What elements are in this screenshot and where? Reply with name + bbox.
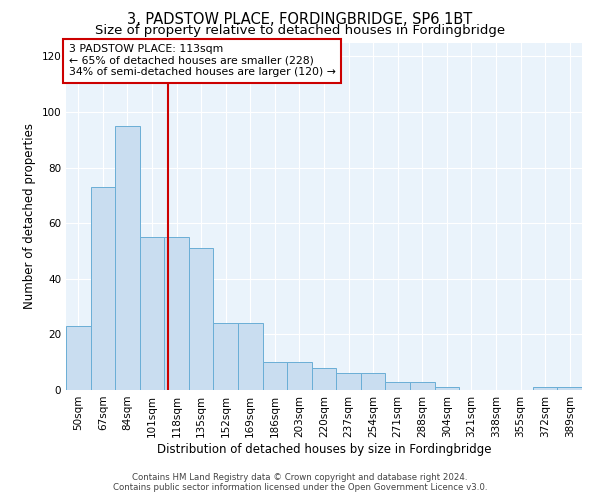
Bar xyxy=(238,324,263,390)
Bar xyxy=(385,382,410,390)
Bar xyxy=(312,368,336,390)
Bar xyxy=(361,374,385,390)
Bar xyxy=(410,382,434,390)
Bar xyxy=(66,326,91,390)
Text: 3 PADSTOW PLACE: 113sqm
← 65% of detached houses are smaller (228)
34% of semi-d: 3 PADSTOW PLACE: 113sqm ← 65% of detache… xyxy=(68,44,335,78)
Bar xyxy=(189,248,214,390)
Bar xyxy=(115,126,140,390)
Bar xyxy=(336,374,361,390)
Bar xyxy=(140,237,164,390)
Bar xyxy=(164,237,189,390)
Bar xyxy=(287,362,312,390)
Bar xyxy=(263,362,287,390)
Text: Size of property relative to detached houses in Fordingbridge: Size of property relative to detached ho… xyxy=(95,24,505,37)
Y-axis label: Number of detached properties: Number of detached properties xyxy=(23,123,36,309)
Text: Contains HM Land Registry data © Crown copyright and database right 2024.
Contai: Contains HM Land Registry data © Crown c… xyxy=(113,473,487,492)
Bar xyxy=(557,387,582,390)
Bar xyxy=(533,387,557,390)
Bar xyxy=(91,187,115,390)
X-axis label: Distribution of detached houses by size in Fordingbridge: Distribution of detached houses by size … xyxy=(157,442,491,456)
Bar xyxy=(214,324,238,390)
Bar xyxy=(434,387,459,390)
Text: 3, PADSTOW PLACE, FORDINGBRIDGE, SP6 1BT: 3, PADSTOW PLACE, FORDINGBRIDGE, SP6 1BT xyxy=(127,12,473,28)
